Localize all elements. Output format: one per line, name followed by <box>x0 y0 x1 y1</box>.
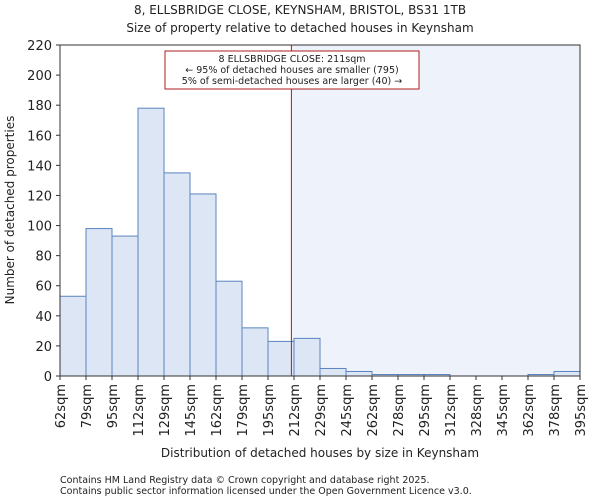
histogram-bar <box>267 340 295 377</box>
histogram-bar <box>163 172 191 377</box>
x-tick-label: 179sqm <box>236 384 251 437</box>
histogram-bar <box>111 235 139 377</box>
chart-title-line2: Size of property relative to detached ho… <box>126 21 473 35</box>
chart-title-line1: 8, ELLSBRIDGE CLOSE, KEYNSHAM, BRISTOL, … <box>134 3 466 17</box>
y-tick-label: 220 <box>27 39 52 54</box>
x-tick-label: 229sqm <box>314 384 329 437</box>
histogram-bar <box>241 327 269 377</box>
x-tick-label: 295sqm <box>418 384 433 437</box>
histogram-bar <box>553 370 581 377</box>
y-tick-label: 40 <box>35 310 52 325</box>
histogram-bar <box>345 370 373 377</box>
x-tick-label: 79sqm <box>80 384 95 428</box>
x-tick-label: 378sqm <box>548 384 563 437</box>
y-tick-label: 140 <box>27 159 52 174</box>
annotation-line2: ← 95% of detached houses are smaller (79… <box>185 65 398 76</box>
y-tick-label: 120 <box>27 189 52 204</box>
x-tick-label: 362sqm <box>522 384 537 437</box>
x-tick-label: 278sqm <box>392 384 407 437</box>
larger-than-property-region <box>291 45 580 376</box>
x-tick-label: 262sqm <box>366 384 381 437</box>
footer-line2: Contains public sector information licen… <box>60 486 472 497</box>
x-tick-label: 112sqm <box>132 384 147 437</box>
histogram-bar <box>189 193 217 377</box>
x-tick-label: 162sqm <box>210 384 225 437</box>
x-tick-label: 195sqm <box>262 384 277 437</box>
footer-line1: Contains HM Land Registry data © Crown c… <box>60 475 430 486</box>
y-tick-label: 100 <box>27 220 52 235</box>
y-tick-label: 200 <box>27 69 52 84</box>
x-tick-label: 129sqm <box>158 384 173 437</box>
x-tick-label: 212sqm <box>288 384 303 437</box>
y-tick-label: 60 <box>35 280 52 295</box>
x-tick-label: 312sqm <box>444 384 459 437</box>
annotation-box <box>164 50 420 90</box>
x-axis-label: Distribution of detached houses by size … <box>161 446 479 460</box>
annotation-line1: 8 ELLSBRIDGE CLOSE: 211sqm <box>219 54 366 65</box>
x-tick-label: 395sqm <box>574 384 589 437</box>
histogram-bar <box>137 107 165 377</box>
y-tick-label: 0 <box>44 370 52 385</box>
histogram-bar <box>59 295 87 377</box>
x-tick-label: 245sqm <box>340 384 355 437</box>
y-tick-label: 80 <box>35 250 52 265</box>
y-tick-label: 160 <box>27 129 52 144</box>
x-tick-label: 95sqm <box>106 384 121 428</box>
x-tick-label: 345sqm <box>496 384 511 437</box>
annotation-line3: 5% of semi-detached houses are larger (4… <box>182 76 402 87</box>
x-tick-label: 145sqm <box>184 384 199 437</box>
histogram-bar <box>215 280 243 377</box>
y-tick-label: 20 <box>35 340 52 355</box>
histogram-bar <box>319 367 347 377</box>
histogram-bar <box>85 228 113 377</box>
y-axis-label: Number of detached properties <box>3 116 17 305</box>
histogram-bar <box>293 337 321 377</box>
x-tick-label: 62sqm <box>54 384 69 428</box>
y-tick-label: 180 <box>27 99 52 114</box>
x-tick-label: 328sqm <box>470 384 485 437</box>
